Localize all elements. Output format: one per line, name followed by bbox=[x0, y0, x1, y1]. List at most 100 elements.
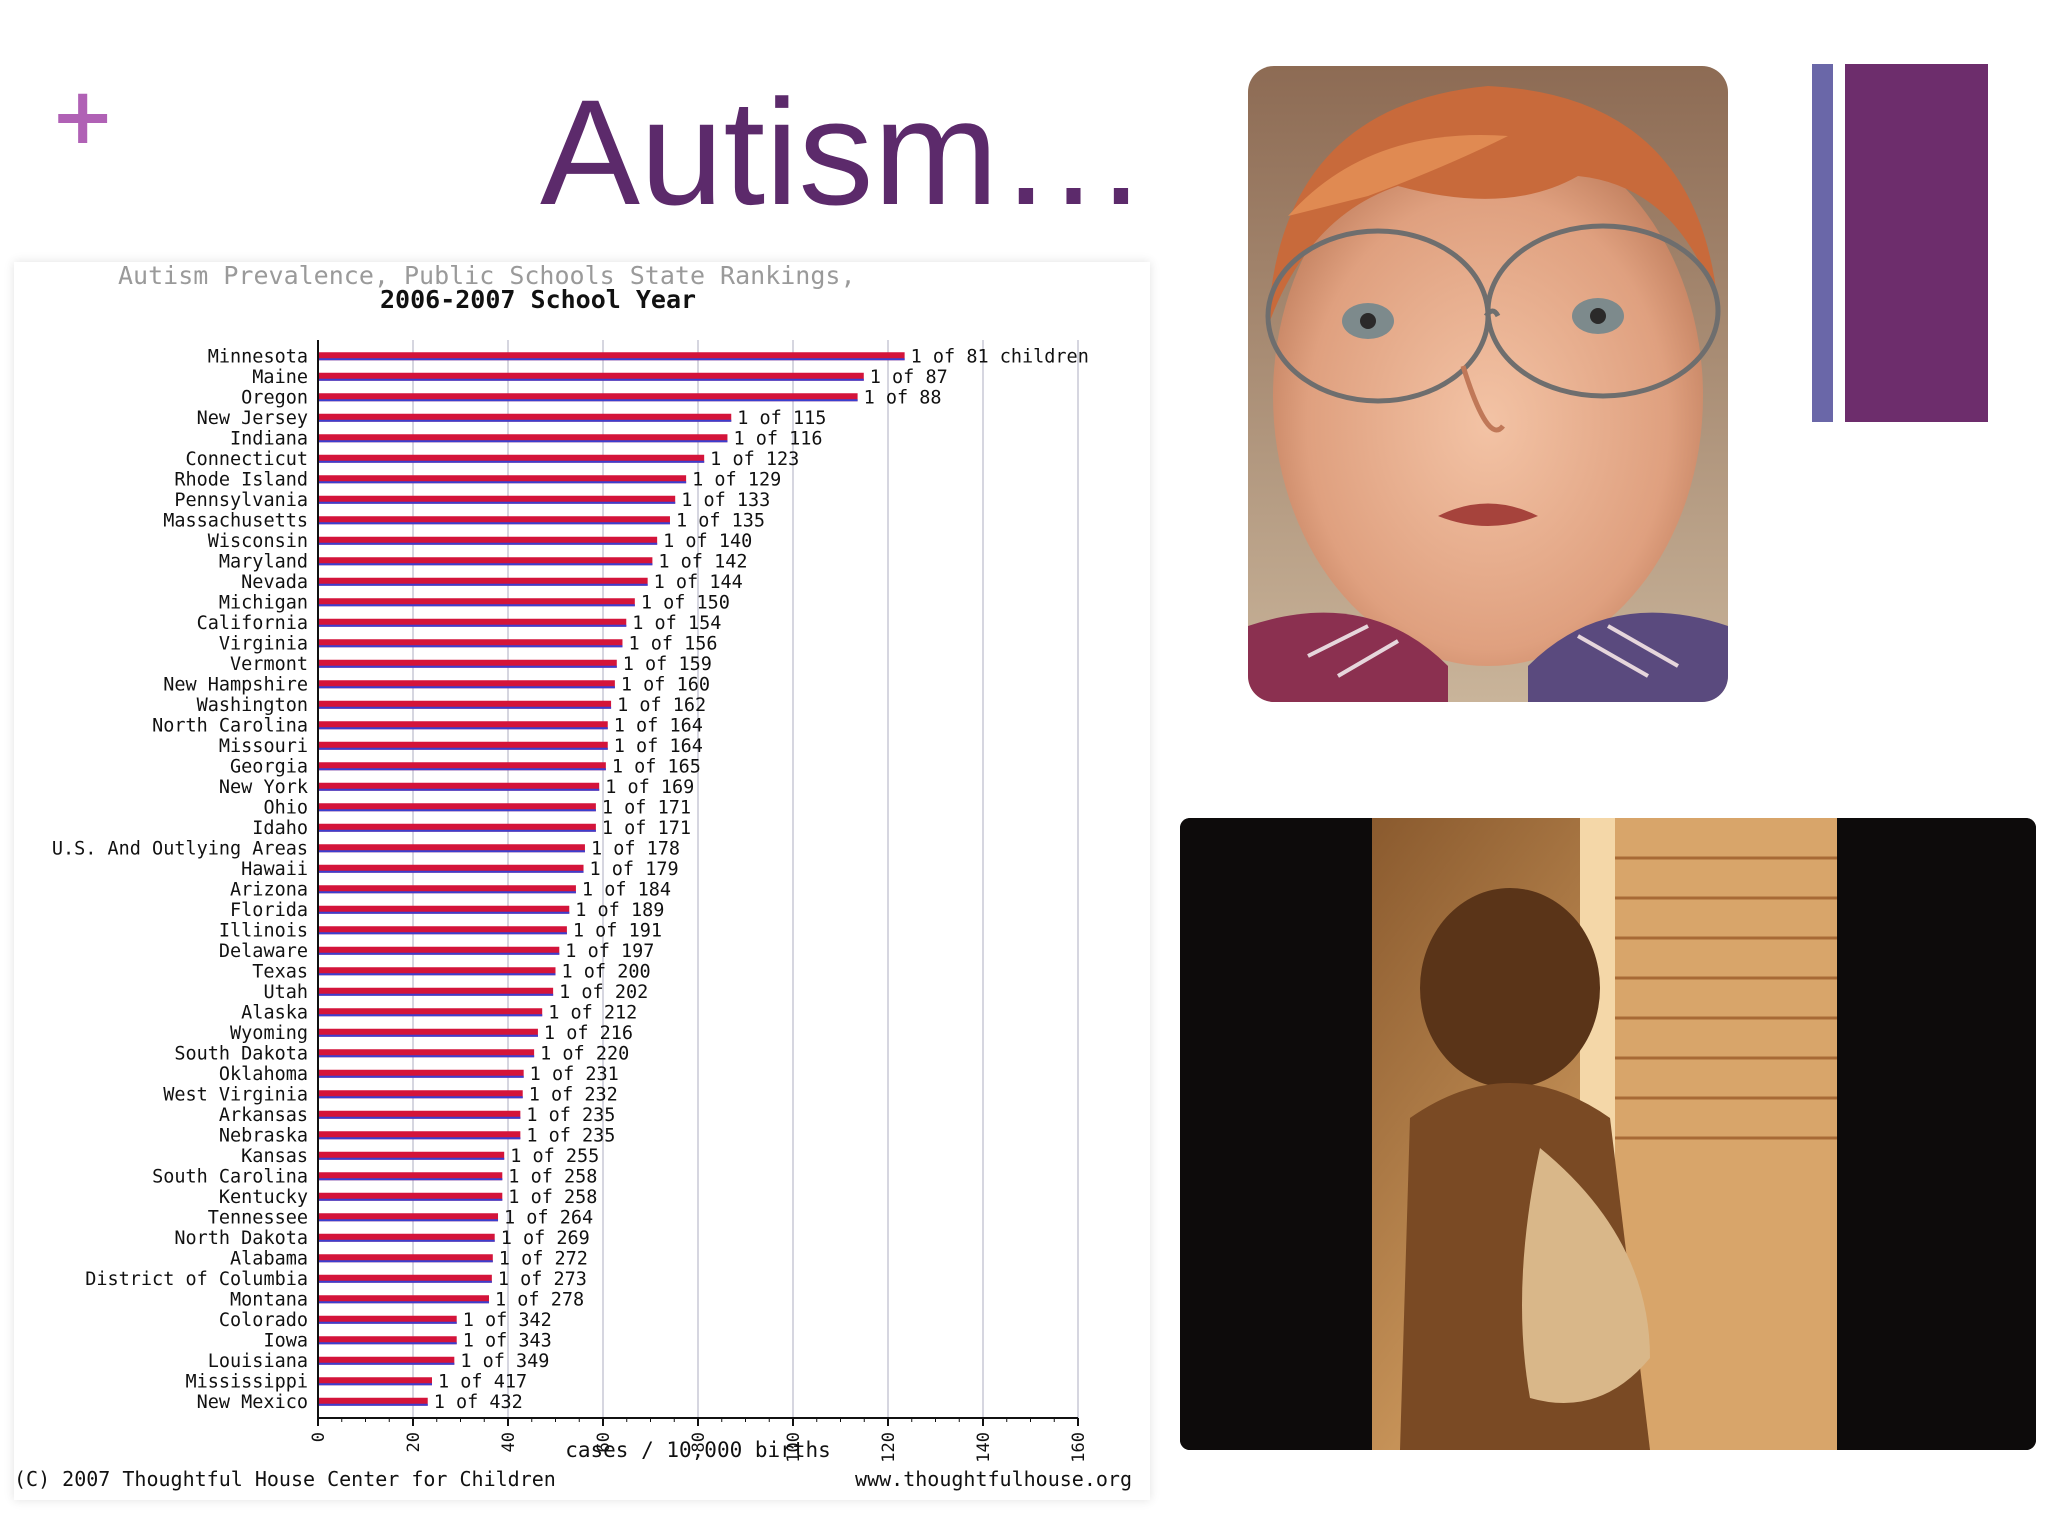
category-label: Arkansas bbox=[219, 1105, 308, 1126]
bar bbox=[318, 700, 612, 709]
data-label: 1 of 273 bbox=[498, 1269, 587, 1290]
bar bbox=[318, 1192, 503, 1201]
category-label: Arizona bbox=[230, 879, 308, 900]
category-label: Nebraska bbox=[219, 1125, 308, 1146]
x-tick-label: 160 bbox=[1069, 1432, 1089, 1463]
bar bbox=[318, 1069, 524, 1078]
bar bbox=[318, 516, 670, 525]
bar bbox=[318, 557, 653, 566]
category-label: Indiana bbox=[230, 428, 308, 449]
category-label: South Carolina bbox=[152, 1166, 308, 1187]
bar bbox=[318, 1274, 492, 1283]
category-label: Wyoming bbox=[230, 1023, 308, 1044]
bar bbox=[318, 475, 687, 484]
data-label: 1 of 171 bbox=[602, 797, 691, 818]
category-label: Vermont bbox=[230, 654, 308, 675]
data-label: 1 of 164 bbox=[614, 715, 703, 736]
category-label: Wisconsin bbox=[208, 531, 308, 552]
category-label: District of Columbia bbox=[85, 1269, 308, 1290]
category-label: Kentucky bbox=[219, 1187, 308, 1208]
data-label: 1 of 191 bbox=[573, 920, 662, 941]
bar bbox=[318, 946, 560, 955]
category-label: Louisiana bbox=[208, 1351, 308, 1372]
bar bbox=[318, 885, 576, 894]
bar bbox=[318, 1049, 535, 1058]
category-label: West Virginia bbox=[163, 1084, 308, 1105]
bar bbox=[318, 639, 623, 648]
bar bbox=[318, 536, 658, 545]
chart-svg: Autism Prevalence, Public Schools State … bbox=[14, 262, 1132, 1491]
bar bbox=[318, 352, 905, 361]
bar-layer: Minnesota 1 of 81 children Maine 1 of 87 Ore… bbox=[52, 346, 1089, 1413]
category-label: Hawaii bbox=[241, 859, 308, 880]
data-label: 1 of 169 bbox=[605, 777, 694, 798]
category-label: Rhode Island bbox=[174, 469, 308, 490]
bar bbox=[318, 1008, 543, 1017]
plus-mark: + bbox=[50, 72, 116, 162]
category-label: Minnesota bbox=[208, 346, 308, 367]
accent-bar-thick bbox=[1845, 64, 1988, 422]
category-label: Massachusetts bbox=[163, 510, 308, 531]
bar bbox=[318, 659, 617, 668]
data-label: 1 of 144 bbox=[654, 572, 743, 593]
category-label: Maryland bbox=[219, 551, 308, 572]
bar bbox=[318, 1336, 457, 1345]
bar bbox=[318, 864, 584, 873]
category-label: North Dakota bbox=[174, 1228, 308, 1249]
category-label: Georgia bbox=[230, 756, 308, 777]
bar bbox=[318, 741, 608, 750]
data-label: 1 of 258 bbox=[508, 1187, 597, 1208]
bar bbox=[318, 577, 648, 586]
category-label: Iowa bbox=[263, 1330, 308, 1351]
data-label: 1 of 272 bbox=[499, 1248, 588, 1269]
category-label: Oregon bbox=[241, 387, 308, 408]
bar bbox=[318, 1356, 455, 1365]
data-label: 1 of 343 bbox=[463, 1330, 552, 1351]
category-label: Kansas bbox=[241, 1146, 308, 1167]
bar bbox=[318, 1397, 428, 1406]
slide-title: Autism… bbox=[540, 68, 1149, 236]
data-label: 1 of 88 bbox=[864, 387, 942, 408]
bar bbox=[318, 1377, 432, 1386]
data-label: 1 of 232 bbox=[529, 1084, 618, 1105]
data-label: 1 of 116 bbox=[733, 428, 822, 449]
data-label: 1 of 432 bbox=[434, 1392, 523, 1413]
x-axis-label: cases / 10,000 births bbox=[565, 1438, 831, 1462]
bar bbox=[318, 987, 554, 996]
category-label: New York bbox=[219, 777, 308, 798]
data-label: 1 of 162 bbox=[617, 695, 706, 716]
bar bbox=[318, 782, 600, 791]
data-label: 1 of 179 bbox=[590, 859, 679, 880]
data-label: 1 of 87 bbox=[870, 367, 948, 388]
bar bbox=[318, 434, 728, 443]
category-label: Utah bbox=[263, 982, 308, 1003]
data-label: 1 of 160 bbox=[621, 674, 710, 695]
x-tick-label: 0 bbox=[309, 1432, 329, 1442]
bar bbox=[318, 844, 585, 853]
data-label: 1 of 165 bbox=[612, 756, 701, 777]
category-label: Texas bbox=[252, 961, 308, 982]
data-label: 1 of 235 bbox=[526, 1125, 615, 1146]
category-label: Pennsylvania bbox=[174, 490, 308, 511]
category-label: Alabama bbox=[230, 1248, 308, 1269]
category-label: New Jersey bbox=[197, 408, 308, 429]
bar bbox=[318, 803, 596, 812]
data-label: 1 of 184 bbox=[582, 879, 671, 900]
data-label: 1 of 142 bbox=[658, 551, 747, 572]
footer-copyright: (C) 2007 Thoughtful House Center for Chi… bbox=[14, 1467, 556, 1491]
x-tick-label: 140 bbox=[974, 1432, 994, 1463]
category-label: South Dakota bbox=[174, 1043, 308, 1064]
data-label: 1 of 269 bbox=[501, 1228, 590, 1249]
bar bbox=[318, 598, 635, 607]
data-label: 1 of 220 bbox=[540, 1043, 629, 1064]
data-label: 1 of 178 bbox=[591, 838, 680, 859]
child-window-photo bbox=[1180, 818, 2036, 1450]
data-label: 1 of 258 bbox=[508, 1166, 597, 1187]
x-tick-label: 80 bbox=[689, 1432, 709, 1452]
data-label: 1 of 164 bbox=[614, 736, 703, 757]
bar bbox=[318, 1090, 523, 1099]
data-label: 1 of 349 bbox=[460, 1351, 549, 1372]
data-label: 1 of 417 bbox=[438, 1371, 527, 1392]
category-label: Oklahoma bbox=[219, 1064, 308, 1085]
bar bbox=[318, 1254, 493, 1263]
